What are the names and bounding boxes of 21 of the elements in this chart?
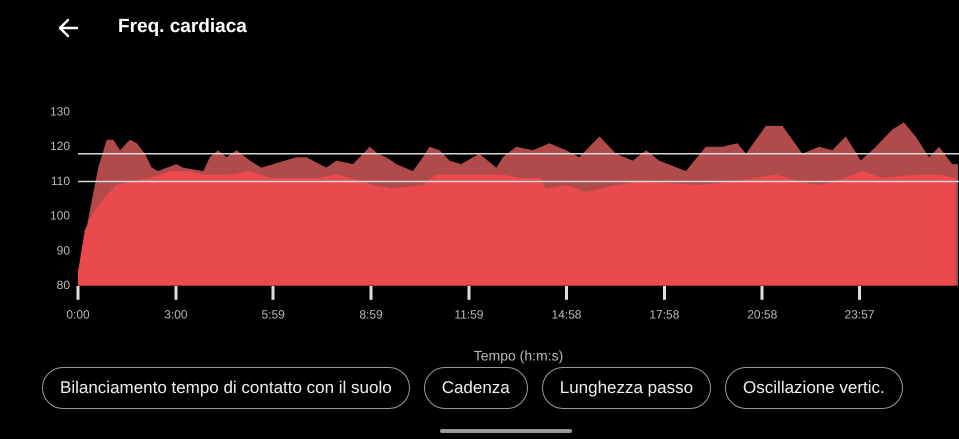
text: Oscillazione vertic. [725,367,903,409]
x-tick-label: 3:00 [164,307,188,322]
x-tick-label: 14:58 [551,307,582,322]
text: Bilanciamento tempo di contatto con il suolo [42,367,410,409]
y-tick-label: 130 [50,104,70,118]
x-tick-label: 17:58 [649,307,680,322]
y-tick-label: 100 [50,208,70,223]
x-tick-label: 0:00 [66,307,90,322]
x-axis-title: Tempo (h:m:s) [474,347,564,364]
y-tick-label: 80 [56,278,70,292]
x-tick-label: 23:57 [844,307,875,322]
x-tick-label: 20:58 [747,307,778,322]
chart-title: Freq. cardiaca [118,16,247,38]
y-tick-label: 120 [50,139,70,154]
x-tick-label: 5:59 [261,307,286,322]
y-tick-label: 110 [50,174,70,188]
x-tick-label: 8:59 [359,307,384,322]
x-tick-label: 11:59 [454,307,484,322]
y-tick-label: 90 [56,243,70,258]
text: Cadenza [424,367,528,409]
text: Lunghezza passo [542,367,712,409]
